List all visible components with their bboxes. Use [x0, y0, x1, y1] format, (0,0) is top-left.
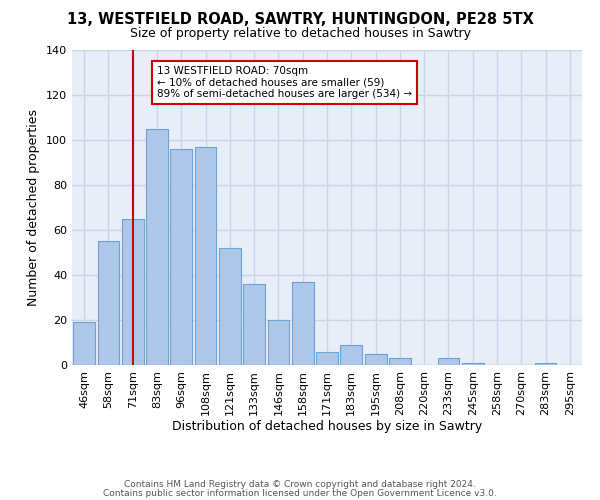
Bar	[340, 345, 362, 365]
X-axis label: Distribution of detached houses by size in Sawtry: Distribution of detached houses by size …	[172, 420, 482, 434]
Bar	[268, 320, 289, 365]
Bar	[243, 284, 265, 365]
Text: 13 WESTFIELD ROAD: 70sqm
← 10% of detached houses are smaller (59)
89% of semi-d: 13 WESTFIELD ROAD: 70sqm ← 10% of detach…	[157, 66, 412, 99]
Bar	[219, 248, 241, 365]
Bar	[122, 219, 143, 365]
Bar	[292, 282, 314, 365]
Text: Contains HM Land Registry data © Crown copyright and database right 2024.: Contains HM Land Registry data © Crown c…	[124, 480, 476, 489]
Bar	[97, 242, 119, 365]
Bar	[146, 128, 168, 365]
Bar	[462, 363, 484, 365]
Text: Contains public sector information licensed under the Open Government Licence v3: Contains public sector information licen…	[103, 488, 497, 498]
Bar	[73, 322, 95, 365]
Y-axis label: Number of detached properties: Number of detached properties	[28, 109, 40, 306]
Bar	[535, 363, 556, 365]
Bar	[170, 149, 192, 365]
Bar	[365, 354, 386, 365]
Bar	[437, 358, 460, 365]
Bar	[389, 358, 411, 365]
Text: Size of property relative to detached houses in Sawtry: Size of property relative to detached ho…	[130, 28, 470, 40]
Bar	[194, 147, 217, 365]
Text: 13, WESTFIELD ROAD, SAWTRY, HUNTINGDON, PE28 5TX: 13, WESTFIELD ROAD, SAWTRY, HUNTINGDON, …	[67, 12, 533, 28]
Bar	[316, 352, 338, 365]
